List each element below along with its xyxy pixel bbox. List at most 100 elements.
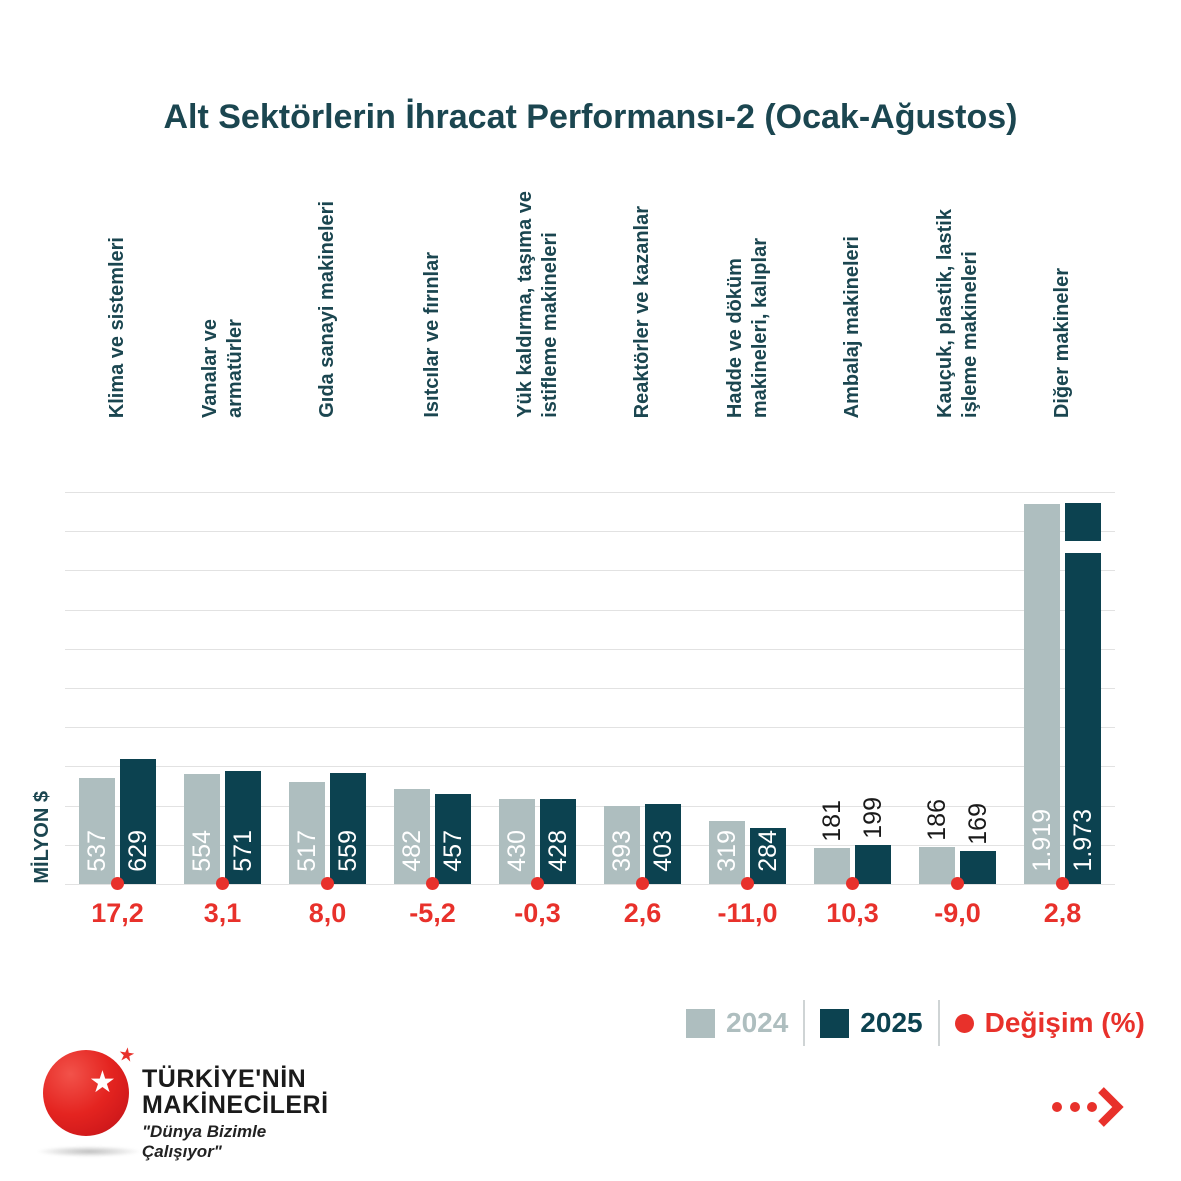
value-label-2025: 457 — [439, 830, 467, 872]
logo-shadow — [36, 1146, 142, 1157]
bar-2024 — [1024, 504, 1060, 884]
grid-line — [65, 570, 1115, 572]
y-axis-label: MİLYON $ — [31, 791, 53, 884]
grid-line — [65, 805, 1115, 807]
value-label-2024: 537 — [83, 830, 111, 872]
value-label-2024: 181 — [818, 800, 846, 842]
bar-2025 — [960, 851, 996, 884]
value-label-2025: 428 — [544, 830, 572, 872]
small-star-icon: ★ — [116, 1043, 137, 1068]
change-dot-icon — [216, 877, 229, 890]
grid-line — [65, 844, 1115, 846]
category-label: Isıtcılar ve fırınlar — [421, 252, 443, 418]
legend-change-dot-icon — [954, 1013, 974, 1033]
grid-line — [65, 531, 1115, 533]
logo-line1: TÜRKİYE'NİN — [142, 1065, 307, 1093]
bar-2024 — [499, 799, 535, 884]
change-dot-icon — [636, 877, 649, 890]
legend-divider — [937, 1000, 940, 1046]
value-label-2025: 559 — [334, 830, 362, 872]
legend-swatch-2025 — [820, 1008, 850, 1038]
bar-2025 — [855, 845, 891, 884]
bar-2025 — [330, 773, 366, 884]
legend-label-degisim: Değişim (%) — [984, 1007, 1145, 1038]
change-dot-icon — [951, 877, 964, 890]
value-label-2025: 284 — [754, 830, 782, 872]
change-dot-icon — [531, 877, 544, 890]
category-label: Vanalar ve armatürler — [198, 319, 246, 418]
change-label: -11,0 — [717, 898, 778, 928]
bar-2024 — [394, 789, 430, 884]
change-labels-layer: 17,2 3,1 8,0 -5,2 -0,3 2,6 -11,0 10,3 -9,0 2,8 — [65, 898, 1115, 938]
change-label: -9,0 — [934, 898, 981, 928]
category-label: Yük kaldırma, taşıma ve istifleme makine… — [513, 191, 561, 418]
category-label: Diğer makineler — [1051, 267, 1073, 418]
value-label-2024: 319 — [713, 830, 741, 872]
star-icon: ★ — [89, 1066, 116, 1099]
change-dot-icon — [741, 877, 754, 890]
grid-line — [65, 766, 1115, 768]
chart-title: Alt Sektörlerin İhracat Performansı-2 (O… — [163, 98, 1018, 136]
grid-line — [65, 688, 1115, 689]
logo-text: TÜRKİYE'NİN MAKİNECİLERİ "Dünya Bizimle … — [142, 1066, 346, 1162]
change-label: 2,6 — [623, 898, 662, 928]
change-label: 3,1 — [203, 898, 242, 928]
value-label-2024: 482 — [398, 830, 426, 872]
category-label: Ambalaj makineleri — [841, 235, 863, 418]
change-label: 2,8 — [1043, 898, 1082, 928]
change-dot-icon — [321, 877, 334, 890]
bar-2024 — [814, 848, 850, 884]
next-arrow-icon[interactable] — [1046, 1085, 1132, 1131]
change-dot-icon — [426, 877, 439, 890]
legend: 2024 2025 Değişim (%) — [686, 1000, 1145, 1046]
value-label-2025: 1.973 — [1069, 809, 1097, 872]
grid-line — [65, 884, 1115, 885]
bar-2024 — [184, 774, 220, 884]
category-label: Klima ve sistemleri — [106, 236, 128, 418]
change-dot-icon — [1056, 877, 1069, 890]
logo-line2: MAKİNECİLERİ — [142, 1091, 329, 1119]
value-label-2024: 430 — [503, 830, 531, 872]
value-label-2025: 169 — [964, 803, 992, 845]
bar-2025 — [1064, 503, 1102, 884]
value-label-2025: 199 — [859, 797, 887, 839]
value-label-2024: 186 — [923, 799, 951, 841]
value-label-2025: 571 — [229, 830, 257, 872]
legend-label-2024: 2024 — [726, 1007, 789, 1038]
bar-2025 — [540, 799, 576, 884]
bar-2024 — [709, 821, 745, 884]
value-label-2024: 517 — [293, 830, 321, 872]
legend-label-2025: 2025 — [860, 1007, 923, 1038]
value-label-2025: 629 — [124, 830, 152, 872]
bar-2025 — [750, 828, 786, 884]
change-label: 17,2 — [91, 898, 144, 928]
category-label: Hadde ve döküm makineleri, kalıplar — [723, 237, 771, 418]
axis-break-gap — [1064, 541, 1102, 553]
bar-2024 — [604, 806, 640, 884]
change-label: -0,3 — [514, 898, 561, 928]
bar-2024 — [289, 782, 325, 884]
change-label: 10,3 — [826, 898, 879, 928]
grid-line — [65, 609, 1115, 611]
bar-2024 — [79, 778, 115, 884]
change-dot-icon — [846, 877, 859, 890]
bar-2025 — [435, 794, 471, 884]
category-label: Reaktörler ve kazanlar — [631, 205, 653, 418]
value-label-2024: 393 — [608, 830, 636, 872]
value-label-2024: 554 — [188, 830, 216, 872]
change-dot-icon — [111, 877, 124, 890]
value-label-2024: 1.919 — [1028, 809, 1056, 872]
bar-2025 — [225, 771, 261, 884]
legend-swatch-2024 — [686, 1008, 715, 1038]
bar-2025 — [645, 804, 681, 884]
bar-2025 — [120, 759, 156, 884]
logo: ★ ★ TÜRKİYE'NİN MAKİNECİLERİ "Dünya Bizi… — [36, 1043, 346, 1162]
category-label: Kauçuk, plastik, lastik işleme makineler… — [933, 209, 981, 418]
category-label: Gıda sanayi makineleri — [316, 201, 338, 418]
bar-2024 — [919, 847, 955, 884]
change-label: -5,2 — [409, 898, 456, 928]
category-labels-layer: Klima ve sistemleri Vanalar ve armatürler… — [65, 0, 1115, 418]
chart-area: 537 629 554 571 517 559 482 457 430 428 393 403 319 2… — [65, 492, 1115, 890]
value-label-2025: 403 — [649, 830, 677, 872]
